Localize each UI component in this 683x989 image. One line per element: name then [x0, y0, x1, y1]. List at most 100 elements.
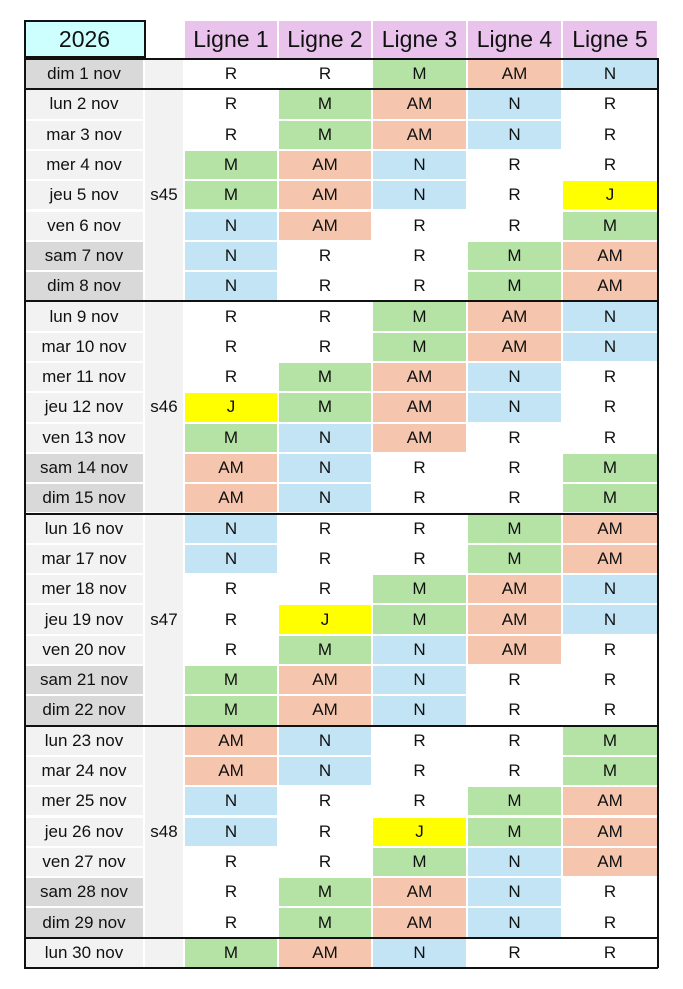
shift-cell: N	[185, 817, 277, 846]
line-header: Ligne 5	[563, 21, 657, 58]
shift-cell: M	[185, 150, 277, 180]
shift-cell: N	[468, 363, 561, 392]
shift-cell: R	[563, 938, 657, 967]
shift-cell: R	[279, 544, 371, 574]
shift-cell: AM	[279, 211, 371, 240]
shift-cell: N	[563, 575, 657, 604]
shift-cell: M	[563, 726, 657, 755]
shift-cell: N	[563, 605, 657, 634]
shift-cell: M	[185, 696, 277, 725]
shift-cell: M	[468, 272, 561, 301]
shift-cell: N	[185, 514, 277, 543]
week-cell: s47	[145, 514, 183, 725]
shift-cell: N	[279, 726, 371, 755]
shift-cell: R	[563, 666, 657, 695]
shift-cell: M	[468, 241, 561, 271]
shift-cell: N	[279, 484, 371, 513]
date-cell: ven 6 nov	[25, 211, 143, 240]
date-cell: ven 13 nov	[25, 423, 143, 452]
shift-cell: R	[185, 332, 277, 361]
shift-cell: N	[373, 666, 466, 695]
shift-cell: M	[468, 544, 561, 574]
shift-cell: R	[373, 484, 466, 513]
date-cell: dim 1 nov	[25, 60, 143, 89]
shift-cell: R	[279, 817, 371, 846]
shift-cell: AM	[373, 363, 466, 392]
table-border	[24, 58, 658, 60]
date-cell: lun 30 nov	[25, 938, 143, 967]
shift-cell: R	[468, 453, 561, 483]
shift-cell: AM	[468, 605, 561, 634]
header-border	[24, 20, 146, 22]
shift-cell: N	[373, 181, 466, 210]
shift-cell: R	[185, 605, 277, 634]
shift-cell: AM	[563, 514, 657, 543]
shift-cell: M	[185, 181, 277, 210]
shift-cell: R	[185, 90, 277, 119]
shift-cell: N	[468, 878, 561, 907]
line-header: Ligne 3	[373, 21, 466, 58]
shift-cell: M	[373, 847, 466, 877]
date-cell: jeu 12 nov	[25, 393, 143, 422]
shift-cell: R	[563, 363, 657, 392]
week-cell: s46	[145, 302, 183, 513]
shift-cell: R	[279, 332, 371, 361]
table-border	[24, 20, 26, 968]
group-separator	[24, 936, 658, 939]
shift-cell: R	[563, 150, 657, 180]
shift-cell: AM	[185, 453, 277, 483]
shift-cell: R	[468, 726, 561, 755]
date-cell: dim 22 nov	[25, 696, 143, 725]
date-cell: lun 16 nov	[25, 514, 143, 543]
shift-cell: R	[279, 272, 371, 301]
shift-cell: N	[279, 423, 371, 452]
line-header: Ligne 4	[468, 21, 561, 58]
shift-cell: N	[185, 241, 277, 271]
date-cell: dim 8 nov	[25, 272, 143, 301]
date-cell: sam 14 nov	[25, 453, 143, 483]
shift-cell: AM	[279, 666, 371, 695]
shift-cell: AM	[279, 696, 371, 725]
shift-cell: R	[373, 787, 466, 816]
shift-cell: N	[185, 544, 277, 574]
shift-cell: J	[185, 393, 277, 422]
shift-cell: R	[563, 423, 657, 452]
date-cell: lun 23 nov	[25, 726, 143, 755]
date-cell: mar 3 nov	[25, 120, 143, 149]
line-header: Ligne 1	[185, 21, 277, 58]
shift-cell: AM	[185, 484, 277, 513]
date-cell: sam 21 nov	[25, 666, 143, 695]
shift-cell: AM	[563, 241, 657, 271]
group-separator	[24, 724, 658, 727]
shift-cell: N	[279, 453, 371, 483]
shift-cell: R	[279, 847, 371, 877]
shift-cell: N	[185, 787, 277, 816]
shift-cell: N	[468, 90, 561, 119]
shift-cell: M	[563, 453, 657, 483]
date-cell: mer 18 nov	[25, 575, 143, 604]
shift-cell: R	[468, 211, 561, 240]
shift-cell: R	[185, 847, 277, 877]
shift-cell: R	[563, 635, 657, 664]
shift-cell: J	[563, 181, 657, 210]
shift-cell: AM	[279, 150, 371, 180]
shift-cell: R	[563, 878, 657, 907]
week-cell	[145, 60, 183, 89]
header-border	[144, 20, 146, 58]
shift-cell: N	[563, 332, 657, 361]
shift-cell: R	[279, 60, 371, 89]
shift-cell: M	[468, 787, 561, 816]
group-separator	[24, 300, 658, 303]
shift-cell: R	[185, 60, 277, 89]
date-cell: lun 9 nov	[25, 302, 143, 331]
shift-cell: M	[373, 332, 466, 361]
shift-cell: AM	[279, 181, 371, 210]
date-cell: mer 11 nov	[25, 363, 143, 392]
shift-cell: AM	[468, 575, 561, 604]
date-cell: mer 25 nov	[25, 787, 143, 816]
shift-cell: M	[279, 878, 371, 907]
shift-cell: M	[373, 605, 466, 634]
shift-cell: R	[468, 423, 561, 452]
date-cell: mar 24 nov	[25, 756, 143, 786]
